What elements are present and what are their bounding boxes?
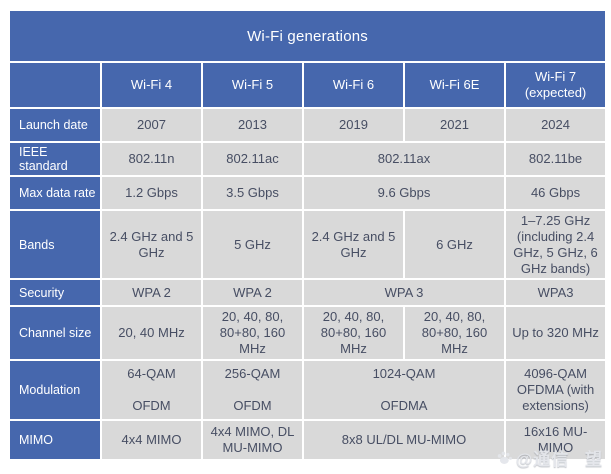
row-label-channel-size: Channel size [10,307,100,360]
row-ieee-standard: IEEE standard 802.11n 802.11ac 802.11ax … [10,143,606,175]
cell-channel-wifi7: Up to 320 MHz [506,307,606,360]
col-header-wifi4: Wi-Fi 4 [102,63,201,107]
cell-channel-wifi5: 20, 40, 80, 80+80, 160 MHz [203,307,302,360]
row-label-security: Security [10,280,100,306]
corner-cell [10,63,100,107]
cell-mimo-wifi5: 4x4 MIMO, DL MU-MIMO [203,421,302,460]
cell-launch-wifi6e: 2021 [405,109,504,141]
cell-bands-wifi4: 2.4 GHz and 5 GHz [102,211,201,279]
cell-bands-wifi6: 2.4 GHz and 5 GHz [304,211,403,279]
cell-ieee-wifi6-6e: 802.11ax [304,143,504,175]
cell-security-wifi6-6e: WPA 3 [304,280,504,306]
cell-bands-wifi7: 1–7.25 GHz (including 2.4 GHz, 5 GHz, 6 … [506,211,606,279]
col-header-wifi7: Wi-Fi 7 (expected) [506,63,606,107]
col-header-wifi5: Wi-Fi 5 [203,63,302,107]
row-label-max-data-rate: Max data rate [10,177,100,209]
cell-bands-wifi6e: 6 GHz [405,211,504,279]
cell-ieee-wifi4: 802.11n [102,143,201,175]
cell-modulation-wifi7: 4096-QAM OFDMA (with extensions) [506,361,606,420]
cell-rate-wifi6-6e: 9.6 Gbps [304,177,504,209]
row-launch-date: Launch date 2007 2013 2019 2021 2024 [10,109,606,141]
cell-rate-wifi4: 1.2 Gbps [102,177,201,209]
col-header-wifi6: Wi-Fi 6 [304,63,403,107]
cell-channel-wifi6: 20, 40, 80, 80+80, 160 MHz [304,307,403,360]
row-security: Security WPA 2 WPA 2 WPA 3 WPA3 [10,280,606,306]
row-label-launch-date: Launch date [10,109,100,141]
cell-mimo-wifi7: 16x16 MU-MIMO [506,421,606,460]
cell-bands-wifi5: 5 GHz [203,211,302,279]
row-label-modulation: Modulation [10,361,100,420]
col-header-wifi6e: Wi-Fi 6E [405,63,504,107]
cell-launch-wifi5: 2013 [203,109,302,141]
cell-security-wifi7: WPA3 [506,280,606,306]
wifi-generations-table: Wi-Fi generations Wi-Fi 4 Wi-Fi 5 Wi-Fi … [8,9,607,461]
cell-modulation-wifi4: 64-QAM OFDM [102,361,201,420]
row-mimo: MIMO 4x4 MIMO 4x4 MIMO, DL MU-MIMO 8x8 U… [10,421,606,460]
cell-channel-wifi4: 20, 40 MHz [102,307,201,360]
row-label-ieee-standard: IEEE standard [10,143,100,175]
row-modulation: Modulation 64-QAM OFDM 256-QAM OFDM 1024… [10,361,606,420]
cell-rate-wifi5: 3.5 Gbps [203,177,302,209]
row-label-bands: Bands [10,211,100,279]
cell-launch-wifi7: 2024 [506,109,606,141]
cell-mimo-wifi6-6e: 8x8 UL/DL MU-MIMO [304,421,504,460]
cell-modulation-wifi5: 256-QAM OFDM [203,361,302,420]
cell-security-wifi4: WPA 2 [102,280,201,306]
row-bands: Bands 2.4 GHz and 5 GHz 5 GHz 2.4 GHz an… [10,211,606,279]
cell-ieee-wifi7: 802.11be [506,143,606,175]
cell-channel-wifi6e: 20, 40, 80, 80+80, 160 MHz [405,307,504,360]
row-channel-size: Channel size 20, 40 MHz 20, 40, 80, 80+8… [10,307,606,360]
row-label-mimo: MIMO [10,421,100,460]
cell-modulation-wifi6-6e: 1024-QAM OFDMA [304,361,504,420]
cell-ieee-wifi5: 802.11ac [203,143,302,175]
cell-mimo-wifi4: 4x4 MIMO [102,421,201,460]
cell-launch-wifi6: 2019 [304,109,403,141]
header-row: Wi-Fi 4 Wi-Fi 5 Wi-Fi 6 Wi-Fi 6E Wi-Fi 7… [10,63,606,107]
cell-launch-wifi4: 2007 [102,109,201,141]
cell-security-wifi5: WPA 2 [203,280,302,306]
cell-rate-wifi7: 46 Gbps [506,177,606,209]
title-row: Wi-Fi generations [10,11,606,61]
table-title: Wi-Fi generations [10,11,606,61]
row-max-data-rate: Max data rate 1.2 Gbps 3.5 Gbps 9.6 Gbps… [10,177,606,209]
